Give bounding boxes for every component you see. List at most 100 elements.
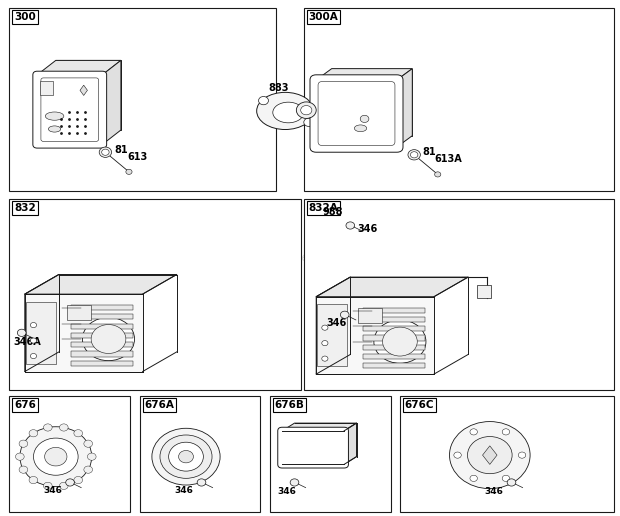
Circle shape <box>470 475 477 481</box>
Circle shape <box>20 427 92 487</box>
Text: 676C: 676C <box>405 400 435 410</box>
Circle shape <box>30 322 37 328</box>
Polygon shape <box>25 275 59 372</box>
Circle shape <box>82 317 135 361</box>
Circle shape <box>322 341 328 346</box>
Circle shape <box>19 440 28 447</box>
Ellipse shape <box>355 125 367 132</box>
Polygon shape <box>80 85 87 95</box>
Circle shape <box>507 479 516 486</box>
Circle shape <box>43 424 52 431</box>
Polygon shape <box>316 277 468 297</box>
Circle shape <box>169 442 203 471</box>
Bar <box>140 396 260 512</box>
Circle shape <box>410 152 418 158</box>
Bar <box>26 302 56 364</box>
Circle shape <box>29 430 38 437</box>
Ellipse shape <box>257 92 314 130</box>
Bar <box>270 396 391 512</box>
Bar <box>400 396 614 512</box>
Bar <box>9 396 130 512</box>
Polygon shape <box>37 60 121 75</box>
Circle shape <box>74 430 82 437</box>
Circle shape <box>383 327 417 356</box>
Ellipse shape <box>273 102 304 123</box>
Bar <box>71 305 133 310</box>
Polygon shape <box>282 423 356 431</box>
Circle shape <box>160 435 212 478</box>
Circle shape <box>304 118 314 126</box>
Circle shape <box>374 320 426 363</box>
Bar <box>71 324 133 329</box>
Circle shape <box>66 479 74 486</box>
Polygon shape <box>102 60 121 144</box>
Circle shape <box>17 329 26 336</box>
Text: 676: 676 <box>14 400 36 410</box>
Bar <box>363 308 425 313</box>
FancyBboxPatch shape <box>310 75 403 152</box>
Circle shape <box>408 150 420 160</box>
Circle shape <box>87 453 96 460</box>
Text: 883: 883 <box>268 83 290 93</box>
Circle shape <box>84 466 92 473</box>
Bar <box>71 333 133 338</box>
Circle shape <box>322 325 328 330</box>
Polygon shape <box>316 69 412 80</box>
Text: 346: 346 <box>174 486 193 495</box>
FancyBboxPatch shape <box>278 427 348 468</box>
Circle shape <box>346 222 355 229</box>
Circle shape <box>467 437 512 474</box>
Bar <box>40 81 53 95</box>
Text: 346: 346 <box>326 318 346 328</box>
Text: 988: 988 <box>322 206 343 217</box>
Bar <box>363 345 425 350</box>
Circle shape <box>322 356 328 361</box>
Circle shape <box>60 424 68 431</box>
Polygon shape <box>25 275 177 294</box>
Text: 613: 613 <box>127 152 148 162</box>
Ellipse shape <box>45 112 64 120</box>
Circle shape <box>301 105 312 115</box>
Bar <box>358 308 382 322</box>
Bar <box>9 199 301 390</box>
Bar <box>71 342 133 347</box>
Bar <box>9 8 276 191</box>
Circle shape <box>179 450 193 463</box>
Ellipse shape <box>48 126 61 132</box>
Circle shape <box>45 447 67 466</box>
Text: 81: 81 <box>423 147 436 157</box>
Text: 300: 300 <box>14 12 36 22</box>
Circle shape <box>502 429 510 435</box>
Text: 676B: 676B <box>275 400 304 410</box>
Text: 346: 346 <box>43 486 62 495</box>
Bar <box>25 294 143 372</box>
Text: 346: 346 <box>277 487 296 496</box>
FancyBboxPatch shape <box>33 71 107 148</box>
Polygon shape <box>344 423 356 464</box>
Bar <box>363 317 425 322</box>
Circle shape <box>43 482 52 490</box>
Circle shape <box>340 311 349 318</box>
Text: 81: 81 <box>114 144 128 155</box>
Text: 613A: 613A <box>434 154 462 164</box>
Circle shape <box>19 466 28 473</box>
Text: ereplacementparts.com: ereplacementparts.com <box>235 251 385 265</box>
Circle shape <box>33 438 78 475</box>
Bar <box>71 351 133 357</box>
Bar <box>71 361 133 366</box>
Polygon shape <box>316 277 350 374</box>
Circle shape <box>259 96 268 105</box>
Circle shape <box>30 353 37 359</box>
Text: 300A: 300A <box>309 12 339 22</box>
Polygon shape <box>56 60 121 130</box>
Polygon shape <box>332 69 412 136</box>
Bar <box>317 304 347 366</box>
Text: 832A: 832A <box>309 203 339 213</box>
Circle shape <box>29 476 38 483</box>
Circle shape <box>102 149 109 155</box>
Circle shape <box>91 325 126 353</box>
Circle shape <box>450 422 530 489</box>
Bar <box>71 314 133 319</box>
Circle shape <box>197 479 206 486</box>
Circle shape <box>290 479 299 486</box>
